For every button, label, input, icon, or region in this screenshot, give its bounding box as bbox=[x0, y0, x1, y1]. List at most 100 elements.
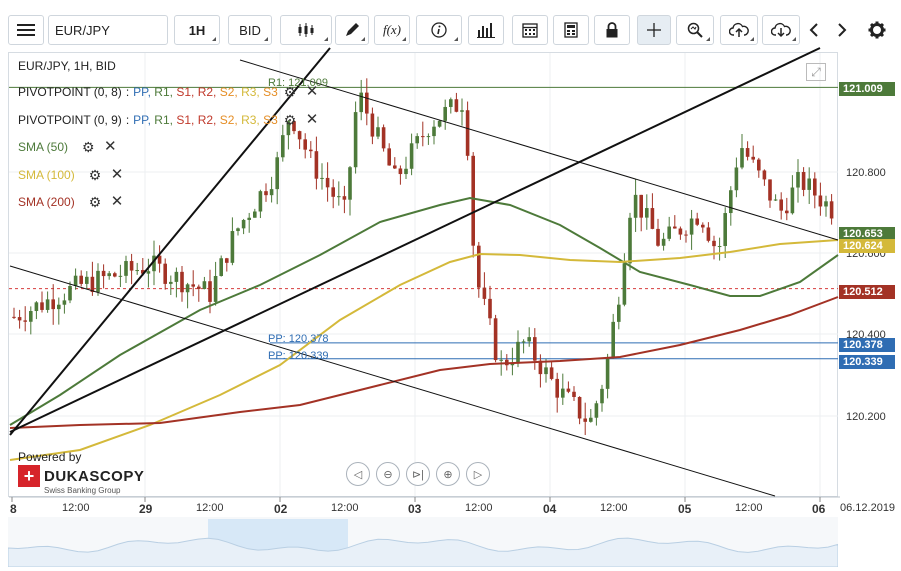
zoom-out-button[interactable]: ⊖ bbox=[376, 462, 400, 486]
candle-body bbox=[706, 227, 711, 241]
candle-body bbox=[90, 276, 95, 293]
candle-body bbox=[516, 341, 520, 363]
gear-icon[interactable]: ⚙ bbox=[88, 167, 102, 183]
sma-50-line bbox=[9, 196, 839, 426]
chevron-left-icon: ◁ bbox=[353, 468, 363, 481]
candle-body bbox=[465, 110, 470, 156]
fit-button[interactable]: ⊳| bbox=[406, 462, 430, 486]
expand-icon[interactable]: ⤢ bbox=[806, 63, 826, 81]
scroll-forward-button[interactable]: ▷ bbox=[466, 462, 490, 486]
upload-button[interactable] bbox=[720, 15, 758, 45]
legend-pivot-1[interactable]: PIVOTPOINT (0, 8) : PP, R1, S1, R2, S2, … bbox=[18, 83, 322, 101]
candle-body bbox=[460, 110, 464, 112]
navigator-strip[interactable] bbox=[8, 517, 838, 567]
candle-body bbox=[225, 258, 229, 263]
gear-icon[interactable]: ⚙ bbox=[88, 194, 102, 210]
candle-body bbox=[421, 136, 425, 138]
candle-body bbox=[141, 270, 145, 274]
calendar-icon bbox=[522, 23, 538, 38]
candle-body bbox=[751, 156, 755, 160]
pivot-2-pp: PP, bbox=[133, 113, 151, 127]
close-icon[interactable]: ✕ bbox=[305, 111, 319, 128]
date-label: 02 bbox=[274, 502, 288, 516]
candle-body bbox=[292, 121, 296, 132]
bars-icon bbox=[477, 23, 495, 38]
candle-body bbox=[191, 284, 195, 287]
gear-icon[interactable]: ⚙ bbox=[283, 112, 297, 128]
lock-button[interactable] bbox=[594, 15, 630, 45]
legend-pivot-2[interactable]: PIVOTPOINT (0, 9) : PP, R1, S1, R2, S2, … bbox=[18, 111, 322, 129]
legend-sma-200[interactable]: SMA (200) ⚙ ✕ bbox=[18, 193, 127, 211]
menu-button[interactable] bbox=[8, 15, 44, 45]
legend-sma-100[interactable]: SMA (100) ⚙ ✕ bbox=[18, 166, 127, 184]
candle-body bbox=[23, 320, 27, 322]
close-icon[interactable]: ✕ bbox=[305, 83, 319, 100]
candle-body bbox=[600, 388, 604, 404]
candle-body bbox=[701, 224, 705, 228]
candle-body bbox=[124, 261, 128, 276]
info-button[interactable] bbox=[416, 15, 462, 45]
download-button[interactable] bbox=[762, 15, 800, 45]
zoom-button[interactable] bbox=[676, 15, 714, 45]
price-tag-sma200: 120.512 bbox=[839, 285, 895, 299]
close-icon[interactable]: ✕ bbox=[104, 138, 117, 155]
scroll-left-button[interactable] bbox=[802, 15, 826, 45]
gear-icon[interactable]: ⚙ bbox=[82, 139, 95, 155]
pp-overlay-label-1: PP: 120.378 bbox=[268, 333, 329, 345]
toolbar: 1H BID f(x) bbox=[0, 0, 901, 60]
pp-overlay-label-2: PP: 120.339 bbox=[268, 350, 329, 362]
candle-body bbox=[415, 136, 419, 144]
candle-body bbox=[247, 217, 251, 220]
candle-body bbox=[538, 360, 543, 375]
sma-100-label: SMA (100) bbox=[18, 168, 75, 182]
candles-icon bbox=[298, 23, 314, 37]
pivot-1-r3: R3, bbox=[241, 85, 260, 99]
settings-button[interactable] bbox=[864, 15, 890, 45]
calendar-button[interactable] bbox=[512, 15, 548, 45]
close-icon[interactable]: ✕ bbox=[110, 166, 124, 183]
close-icon[interactable]: ✕ bbox=[110, 193, 124, 210]
candle-body bbox=[678, 228, 683, 235]
scroll-right-button[interactable] bbox=[830, 15, 854, 45]
calculator-icon bbox=[564, 22, 578, 38]
candle-body bbox=[118, 275, 123, 277]
volume-button[interactable] bbox=[468, 15, 504, 45]
legend-title: EUR/JPY, 1H, BID bbox=[18, 59, 116, 73]
time-label: 12:00 bbox=[735, 502, 763, 514]
scroll-back-button[interactable]: ◁ bbox=[346, 462, 370, 486]
pivot-1-pp: PP, bbox=[133, 85, 151, 99]
fit-icon: ⊳| bbox=[411, 468, 425, 481]
swiss-cross-icon: + bbox=[18, 465, 40, 487]
symbol-input[interactable] bbox=[48, 15, 168, 45]
candle-body bbox=[68, 285, 72, 301]
timeframe-select[interactable]: 1H bbox=[174, 15, 220, 45]
brand-name: DUKASCOPY bbox=[44, 467, 145, 485]
pivot-2-r2: R2, bbox=[197, 113, 217, 127]
calculator-button[interactable] bbox=[553, 15, 589, 45]
candle-body bbox=[62, 300, 67, 305]
legend-sma-50[interactable]: SMA (50) ⚙ ✕ bbox=[18, 138, 120, 156]
chart-lines bbox=[9, 86, 838, 360]
gear-icon[interactable]: ⚙ bbox=[283, 84, 297, 100]
candle-body bbox=[241, 219, 246, 229]
pivot-2-r3: R3, bbox=[241, 113, 260, 127]
crosshair-button[interactable] bbox=[637, 15, 671, 45]
chart-type-button[interactable] bbox=[280, 15, 332, 45]
zoom-in-button[interactable]: ⊕ bbox=[436, 462, 460, 486]
price-type-select[interactable]: BID bbox=[228, 15, 272, 45]
candle-body bbox=[785, 210, 789, 214]
candle-body bbox=[824, 201, 828, 207]
candle-body bbox=[617, 304, 621, 322]
candle-body bbox=[342, 196, 347, 200]
candle-body bbox=[314, 151, 319, 179]
candle-body bbox=[426, 136, 431, 138]
draw-button[interactable] bbox=[335, 15, 369, 45]
candle-body bbox=[387, 148, 391, 166]
brand-tagline: Swiss Banking Group bbox=[44, 486, 121, 495]
formula-button[interactable]: f(x) bbox=[374, 15, 410, 45]
trendline-rising-1 bbox=[9, 47, 331, 436]
candle-body bbox=[499, 359, 503, 361]
pivot-1-r1: R1, bbox=[154, 85, 173, 99]
candle-body bbox=[174, 271, 179, 282]
